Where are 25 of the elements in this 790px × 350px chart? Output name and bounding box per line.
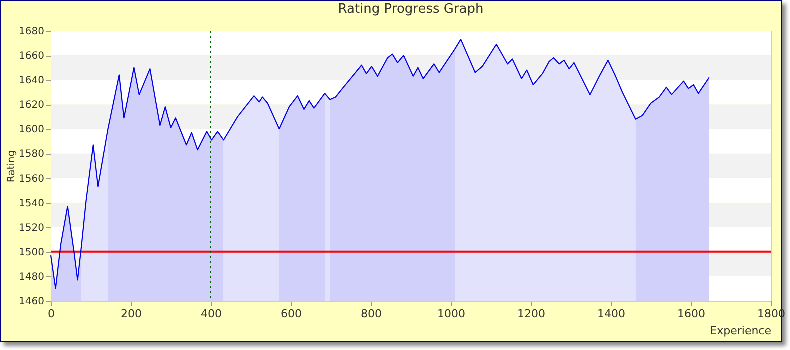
x-tick-label: 0 [48, 308, 55, 320]
y-tick-label: 1520 [19, 222, 44, 234]
y-tick-label: 1480 [19, 272, 44, 283]
line-series [50, 39, 710, 290]
x-tick-label: 800 [361, 308, 382, 320]
x-tick-label: 1600 [678, 308, 706, 320]
y-tick-label: 1460 [19, 296, 44, 308]
y-tick-label: 1540 [19, 198, 44, 210]
chart-title: Rating Progress Graph [338, 2, 484, 17]
x-tick-label: 200 [121, 308, 142, 320]
y-tick-label: 1500 [19, 247, 44, 258]
y-tick-label: 1620 [19, 100, 44, 112]
y-tick-label: 1580 [19, 149, 44, 160]
y-tick-label: 1660 [19, 51, 44, 62]
x-tick-label: 600 [281, 308, 302, 320]
y-tick-label: 1560 [19, 174, 44, 185]
x-axis-title: Experience [710, 324, 772, 338]
x-tick-label: 1400 [598, 308, 626, 320]
y-tick-label: 1680 [19, 26, 44, 38]
x-tick-label: 1000 [438, 308, 466, 320]
y-tick-label: 1640 [19, 76, 44, 87]
x-tick-label: 400 [201, 308, 222, 320]
x-tick-label: 1200 [518, 308, 546, 320]
y-axis-title: Rating [6, 150, 18, 183]
y-tick-label: 1600 [19, 124, 44, 136]
